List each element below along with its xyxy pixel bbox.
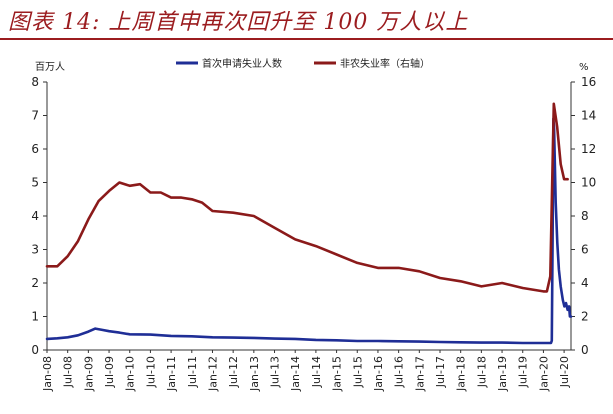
- x-tick-label: Jul-15: [351, 356, 364, 388]
- legend: 首次申请失业人数 非农失业率（右轴）: [176, 57, 430, 70]
- series-layer: [45, 102, 573, 345]
- right-tick-label: 12: [581, 142, 596, 156]
- left-tick-label: 5: [31, 176, 39, 190]
- x-tick-label: Jul-10: [144, 356, 157, 388]
- x-tick-label: Jan-16: [372, 356, 385, 392]
- x-tick-label: Jan-19: [496, 356, 509, 392]
- x-tick-label: Jul-12: [227, 356, 240, 388]
- right-tick-label: 14: [581, 109, 596, 123]
- x-tick-label: Jul-19: [517, 356, 530, 388]
- unemployment-series-line: [45, 102, 569, 293]
- x-tick-label: Jan-12: [206, 356, 219, 392]
- x-tick-label: Jul-20: [558, 356, 571, 388]
- legend-label: 非农失业率（右轴）: [340, 57, 430, 70]
- right-tick-label: 8: [581, 209, 589, 223]
- x-tick-label: Jan-11: [165, 356, 178, 392]
- x-tick-label: Jan-14: [289, 356, 302, 392]
- x-tick-label: Jul-08: [62, 356, 75, 388]
- left-tick-label: 3: [31, 243, 39, 257]
- chart-title: 图表 14: 上周首申再次回升至 100 万人以上: [8, 10, 469, 35]
- x-tick-label: Jan-10: [124, 356, 137, 392]
- x-tick-label: Jul-11: [186, 356, 199, 388]
- x-tick-label: Jul-09: [103, 356, 116, 388]
- left-tick-label: 0: [31, 343, 39, 357]
- right-tick-label: 4: [581, 276, 589, 290]
- left-axis-unit: 百万人: [35, 61, 65, 73]
- x-tick-label: Jul-16: [393, 356, 406, 388]
- right-tick-label: 0: [581, 343, 589, 357]
- x-tick-label: Jan-09: [82, 356, 95, 392]
- x-tick-label: Jan-20: [537, 356, 550, 392]
- legend-label: 首次申请失业人数: [202, 57, 282, 70]
- right-tick-label: 10: [581, 176, 596, 190]
- left-tick-label: 8: [31, 75, 39, 89]
- x-tick-label: Jul-18: [475, 356, 488, 388]
- axes: [43, 81, 575, 353]
- x-tick-label: Jan-13: [248, 356, 261, 392]
- x-tick-label: Jan-18: [455, 356, 468, 392]
- left-tick-label: 1: [31, 310, 39, 324]
- title-rule: [0, 38, 613, 40]
- left-tick-label: 7: [31, 109, 39, 123]
- left-tick-label: 6: [31, 142, 39, 156]
- x-tick-label: Jan-08: [41, 356, 54, 392]
- x-tick-label: Jul-17: [434, 356, 447, 388]
- right-tick-label: 2: [581, 310, 589, 324]
- x-tick-label: Jul-14: [310, 356, 323, 388]
- x-tick-label: Jan-15: [331, 356, 344, 392]
- x-tick-label: Jul-13: [269, 356, 282, 388]
- claims-series-line: [45, 117, 573, 345]
- right-tick-label: 6: [581, 243, 589, 257]
- right-axis-unit: %: [579, 62, 589, 73]
- x-tick-label: Jan-17: [413, 356, 426, 392]
- left-tick-label: 2: [31, 276, 39, 290]
- left-tick-label: 4: [31, 209, 39, 223]
- right-tick-label: 16: [581, 75, 596, 89]
